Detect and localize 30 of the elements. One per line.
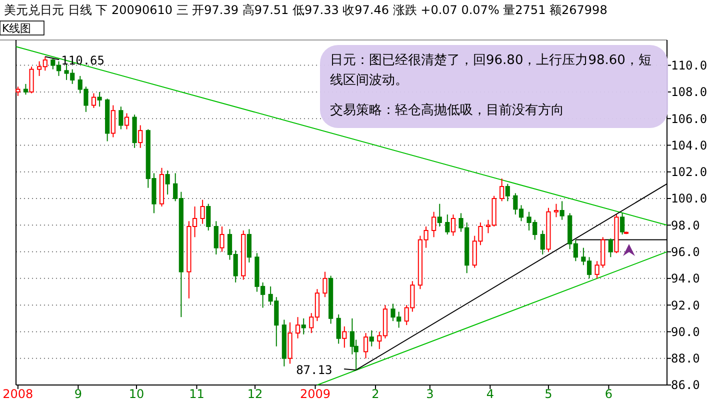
y-tick-label: 106.0 — [671, 112, 708, 126]
y-tick-label: 102.0 — [671, 165, 708, 180]
annotation: 87.13 — [296, 362, 332, 377]
x-tick-label: 12 — [247, 387, 263, 401]
y-tick-label: 94.0 — [671, 272, 700, 286]
x-tick-label: 6 — [604, 387, 613, 401]
y-tick-label: 90.0 — [671, 324, 700, 339]
y-tick-label: 104.0 — [671, 138, 708, 152]
annotation: 110.65 — [61, 54, 105, 68]
annotation: 交易策略：轻仓高抛低吸，目前没有方向 — [330, 102, 564, 118]
x-tick-label: 2008 — [2, 387, 34, 401]
x-tick-label: 5 — [544, 387, 552, 401]
y-tick-label: 96.0 — [671, 244, 700, 259]
y-tick-label: 98.0 — [671, 218, 700, 232]
y-tick-label: 110.0 — [671, 58, 708, 73]
y-tick-label: 86.0 — [671, 378, 700, 392]
y-tick-label: 100.0 — [671, 192, 708, 206]
chart-subtitle: K线图 — [2, 22, 32, 35]
x-tick-label: 9 — [74, 387, 82, 401]
x-tick-label: 3 — [426, 387, 434, 401]
y-tick-label: 88.0 — [671, 352, 700, 366]
chart-title: 美元兑日元 日线 下 20090610 三 开97.39 高97.51 低97.33 收97.46 涨跌 +0.07 0.07% 量2751 额267998 — [4, 3, 608, 17]
y-tick-label: 92.0 — [671, 298, 700, 312]
x-tick-label: 2009 — [300, 387, 331, 401]
x-tick-label: 4 — [486, 387, 494, 401]
x-tick-label: 11 — [189, 387, 204, 401]
annotation: 日元：图已经很清楚了，回96.80，上行压力98.60，短线区间波动。 — [330, 53, 652, 88]
x-tick-label: 10 — [128, 387, 144, 401]
y-tick-label: 108.0 — [671, 85, 708, 100]
x-tick-label: 2 — [372, 387, 380, 401]
